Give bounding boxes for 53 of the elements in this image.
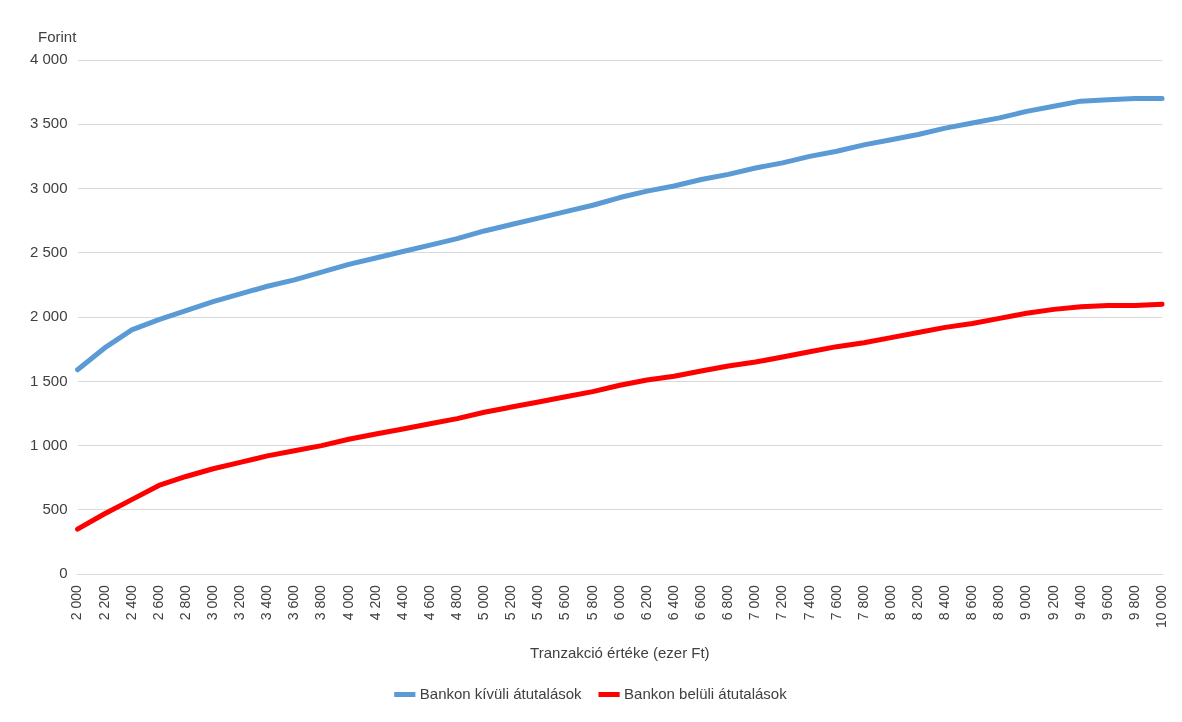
x-tick-label: 4 800 [448, 584, 465, 621]
x-tick-label: 2 600 [149, 584, 166, 621]
y-axis-title: Forint [38, 28, 78, 45]
x-tick-label: 3 800 [312, 584, 329, 621]
x-tick-label: 8 800 [990, 584, 1007, 621]
x-tick-label: 6 400 [664, 584, 681, 621]
x-tick-label: 5 400 [529, 584, 546, 621]
x-tick-label: 4 000 [339, 584, 356, 621]
x-tick-label: 9 800 [1125, 584, 1142, 621]
x-tick-label: 5 600 [556, 584, 573, 621]
x-tick-label: 7 800 [854, 584, 871, 621]
x-tick-label: 6 200 [637, 584, 654, 621]
x-tick-label: 9 600 [1098, 584, 1115, 621]
x-tick-label: 4 400 [393, 584, 410, 621]
x-tick-label: 7 000 [746, 584, 763, 621]
x-tick-label: 7 400 [800, 584, 817, 621]
x-tick-label: 5 800 [583, 584, 600, 621]
x-tick-label: 9 200 [1044, 584, 1061, 621]
x-tick-label: 6 600 [692, 584, 709, 621]
x-tick-label: 8 200 [909, 584, 926, 621]
y-tick-label: 500 [42, 500, 68, 518]
x-tick-label: 8 400 [936, 584, 953, 621]
y-tick-label: 3 000 [29, 178, 68, 196]
x-tick-label: 6 800 [719, 584, 736, 621]
y-tick-label: 2 000 [29, 307, 68, 325]
legend-label: Bankon kívüli átutalások [419, 684, 583, 702]
y-tick-label: 1 500 [29, 371, 68, 389]
x-tick-label: 9 400 [1071, 584, 1088, 621]
y-tick-label: 0 [59, 564, 68, 582]
x-tick-label: 7 200 [773, 584, 790, 621]
x-tick-label: 3 400 [258, 584, 275, 621]
x-tick-label: 9 000 [1017, 584, 1034, 621]
x-axis-title: Tranzakció értéke (ezer Ft) [530, 644, 710, 662]
x-tick-label: 6 000 [610, 584, 627, 621]
x-tick-label: 5 200 [502, 584, 519, 621]
x-tick-label: 4 200 [366, 584, 383, 621]
y-tick-label: 1 000 [29, 435, 68, 453]
x-tick-label: 2 400 [122, 584, 139, 621]
x-tick-label: 10 000 [1153, 584, 1170, 629]
x-tick-label: 5 000 [475, 584, 492, 621]
x-tick-label: 8 000 [881, 584, 898, 621]
x-tick-label: 7 600 [827, 584, 844, 621]
x-tick-label: 2 200 [95, 584, 112, 621]
y-tick-label: 4 000 [29, 50, 68, 68]
x-tick-label: 8 600 [963, 584, 980, 621]
x-tick-label: 4 600 [420, 584, 437, 621]
x-tick-label: 3 000 [203, 584, 220, 621]
legend-label: Bankon belüli átutalások [624, 684, 788, 702]
x-tick-label: 2 800 [176, 584, 193, 621]
y-tick-label: 3 500 [29, 114, 68, 132]
x-tick-label: 3 200 [231, 584, 248, 621]
x-tick-label: 3 600 [285, 584, 302, 621]
y-tick-label: 2 500 [29, 242, 68, 260]
